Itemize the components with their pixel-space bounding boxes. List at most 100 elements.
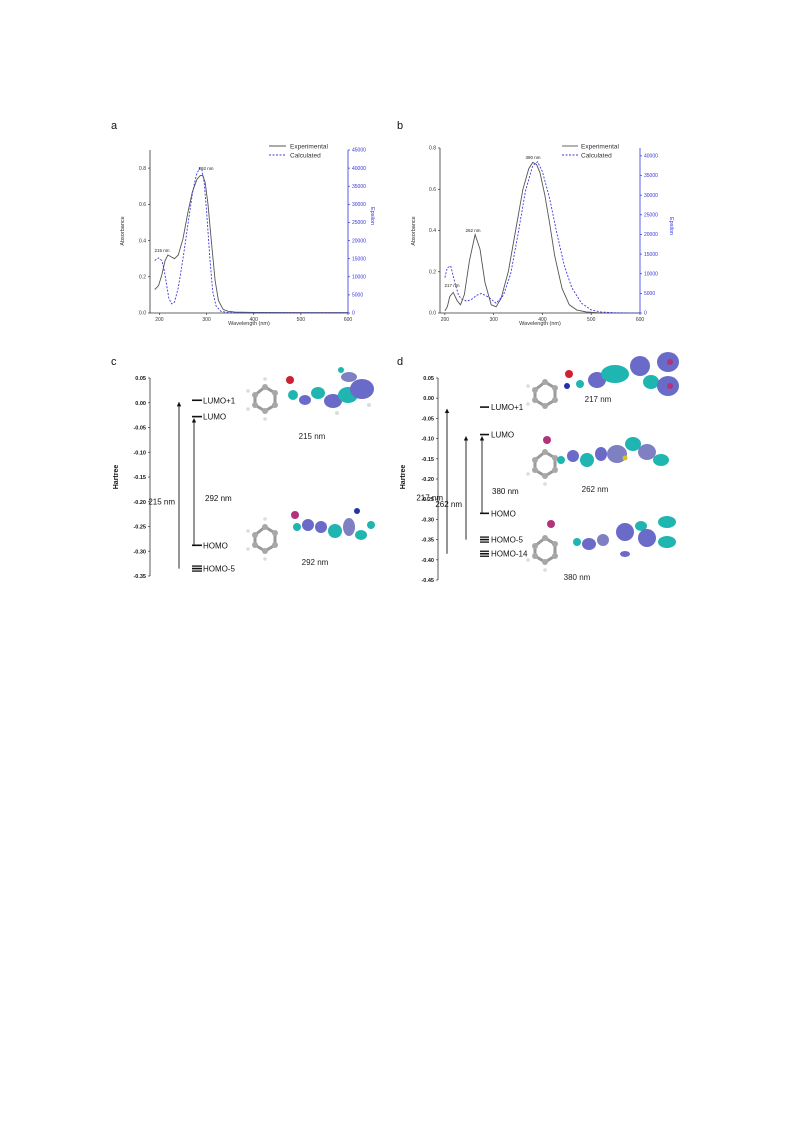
- y-tick-label: 0.0: [139, 311, 146, 317]
- x-tick-label: 400: [538, 317, 547, 323]
- x-tick-label: 600: [344, 317, 353, 323]
- peak-label: 215 nm: [154, 248, 169, 253]
- y-tick-label: 0.6: [139, 202, 146, 208]
- energy-axis-title: Hartree: [400, 465, 407, 490]
- y2-tick-label: 30000: [352, 202, 366, 208]
- x-tick-label: 500: [587, 317, 596, 323]
- energy-tick-label: 0.00: [423, 396, 434, 402]
- panel-letter: b: [397, 120, 403, 132]
- transition-label: 292 nm: [205, 494, 232, 503]
- transition-label: 380 nm: [492, 487, 519, 496]
- orbital-picture-217nm: 217 nm: [526, 352, 679, 409]
- x-tick-label: 500: [297, 317, 306, 323]
- y-tick-label: 0.6: [429, 187, 436, 193]
- x-tick-label: 200: [155, 317, 164, 323]
- transition-label: 262 nm: [435, 500, 462, 509]
- orbital-picture-380nm: 380 nm: [526, 516, 676, 582]
- y2-tick-label: 5000: [644, 291, 655, 297]
- peak-label: 262 nm: [465, 228, 480, 233]
- energy-tick-label: -0.05: [421, 416, 434, 422]
- orbital-level-label: LUMO: [203, 413, 226, 422]
- x-tick-label: 300: [489, 317, 498, 323]
- orbital-caption: 292 nm: [302, 558, 329, 567]
- energy-tick-label: -0.10: [421, 437, 434, 443]
- orbital-level-label: LUMO: [491, 431, 514, 440]
- peak-label: 380 nm: [525, 155, 540, 160]
- orbital-picture-292nm: 292 nm: [246, 508, 375, 567]
- y-tick-label: 0.4: [139, 238, 146, 244]
- orbital-picture-262nm: 262 nm: [526, 436, 669, 494]
- orbital-level-label: LUMO+1: [203, 396, 236, 405]
- panel-c-energy-diagram: c 0.05 0.00 -0.05 -0.10 -0.15 -0.20 -0.25 -0.30…: [111, 356, 236, 580]
- legend-calculated: Calculated: [290, 153, 321, 160]
- y2-tick-label: 10000: [644, 271, 658, 277]
- y2-axis-label: Epsilon: [369, 207, 375, 225]
- legend: Experimental Calculated: [269, 144, 328, 160]
- energy-tick-label: -0.35: [421, 538, 434, 544]
- y-tick-label: 0.8: [139, 166, 146, 172]
- panel-letter: d: [397, 356, 403, 368]
- legend-calculated: Calculated: [581, 153, 612, 160]
- y2-tick-label: 15000: [644, 252, 658, 258]
- orbital-picture-215nm: 215 nm: [246, 367, 374, 441]
- y2-tick-label: 10000: [352, 274, 366, 280]
- y-tick-label: 0.0: [429, 311, 436, 317]
- panel-d-energy-diagram: d 0.05 0.00 -0.05 -0.10 -0.15 -0.20 -0.25 -0.30…: [397, 356, 528, 584]
- legend-experimental: Experimental: [581, 144, 619, 151]
- energy-tick-label: -0.45: [421, 578, 434, 584]
- energy-tick-label: -0.20: [421, 477, 434, 483]
- energy-tick-label: -0.15: [421, 457, 434, 463]
- y2-tick-label: 5000: [352, 293, 363, 299]
- x-tick-label: 300: [202, 317, 211, 323]
- y-axis-label: Absorbance: [120, 216, 126, 245]
- y2-tick-label: 35000: [644, 173, 658, 179]
- y2-axis-label: Epsilon: [668, 217, 674, 235]
- energy-tick-label: -0.40: [421, 558, 434, 564]
- peak-label: 292 nm: [198, 166, 213, 171]
- energy-tick-label: -0.20: [133, 500, 146, 506]
- y-tick-label: 0.2: [429, 269, 436, 275]
- energy-tick-label: 0.05: [135, 376, 146, 382]
- energy-tick-label: 0.05: [423, 376, 434, 382]
- orbital-caption: 217 nm: [585, 395, 612, 404]
- x-tick-label: 400: [250, 317, 259, 323]
- energy-tick-label: -0.35: [133, 574, 146, 580]
- orbital-level-label: LUMO+1: [491, 403, 524, 412]
- x-tick-label: 200: [441, 317, 450, 323]
- energy-tick-label: -0.05: [133, 426, 146, 432]
- orbital-caption: 215 nm: [299, 432, 326, 441]
- orbital-level-label: HOMO-5: [491, 536, 524, 545]
- energy-tick-label: -0.25: [133, 525, 146, 531]
- y-tick-label: 0.8: [429, 146, 436, 152]
- y-axis-label: Absorbance: [411, 216, 417, 245]
- x-axis-label: Wavelength (nm): [228, 321, 270, 327]
- orbital-level-label: HOMO: [491, 509, 516, 518]
- x-axis-label: Wavelength (nm): [519, 321, 561, 327]
- y-tick-label: 0.4: [429, 228, 436, 234]
- y2-tick-label: 20000: [352, 238, 366, 244]
- energy-tick-label: -0.30: [133, 549, 146, 555]
- y2-tick-label: 40000: [352, 166, 366, 172]
- panel-letter: c: [111, 356, 117, 368]
- y2-tick-label: 40000: [644, 154, 658, 160]
- energy-axis-title: Hartree: [113, 465, 120, 490]
- y2-tick-label: 25000: [352, 220, 366, 226]
- energy-tick-label: -0.25: [421, 497, 434, 503]
- orbital-level-label: HOMO-5: [203, 565, 236, 574]
- transition-label: 217 nm: [416, 493, 443, 502]
- orbital-caption: 380 nm: [564, 573, 591, 582]
- y2-tick-label: 20000: [644, 232, 658, 238]
- peak-label: 217 nm: [444, 283, 459, 288]
- y2-tick-label: 45000: [352, 148, 366, 154]
- calculated-curve: [444, 161, 641, 314]
- energy-tick-label: -0.30: [421, 517, 434, 523]
- y2-tick-label: 35000: [352, 184, 366, 190]
- transition-label: 215 nm: [148, 497, 175, 506]
- panel-letter: a: [111, 120, 118, 132]
- y2-tick-label: 0: [644, 311, 647, 317]
- y2-tick-label: 25000: [644, 212, 658, 218]
- orbital-level-label: HOMO-14: [491, 550, 528, 559]
- panel-b-spectrum: b 200 300 400 500 600 0.0 0.2 0.4 0.6 0.8 0 5000 100…: [397, 120, 674, 327]
- energy-tick-label: 0.00: [135, 401, 146, 407]
- y2-tick-label: 15000: [352, 256, 366, 262]
